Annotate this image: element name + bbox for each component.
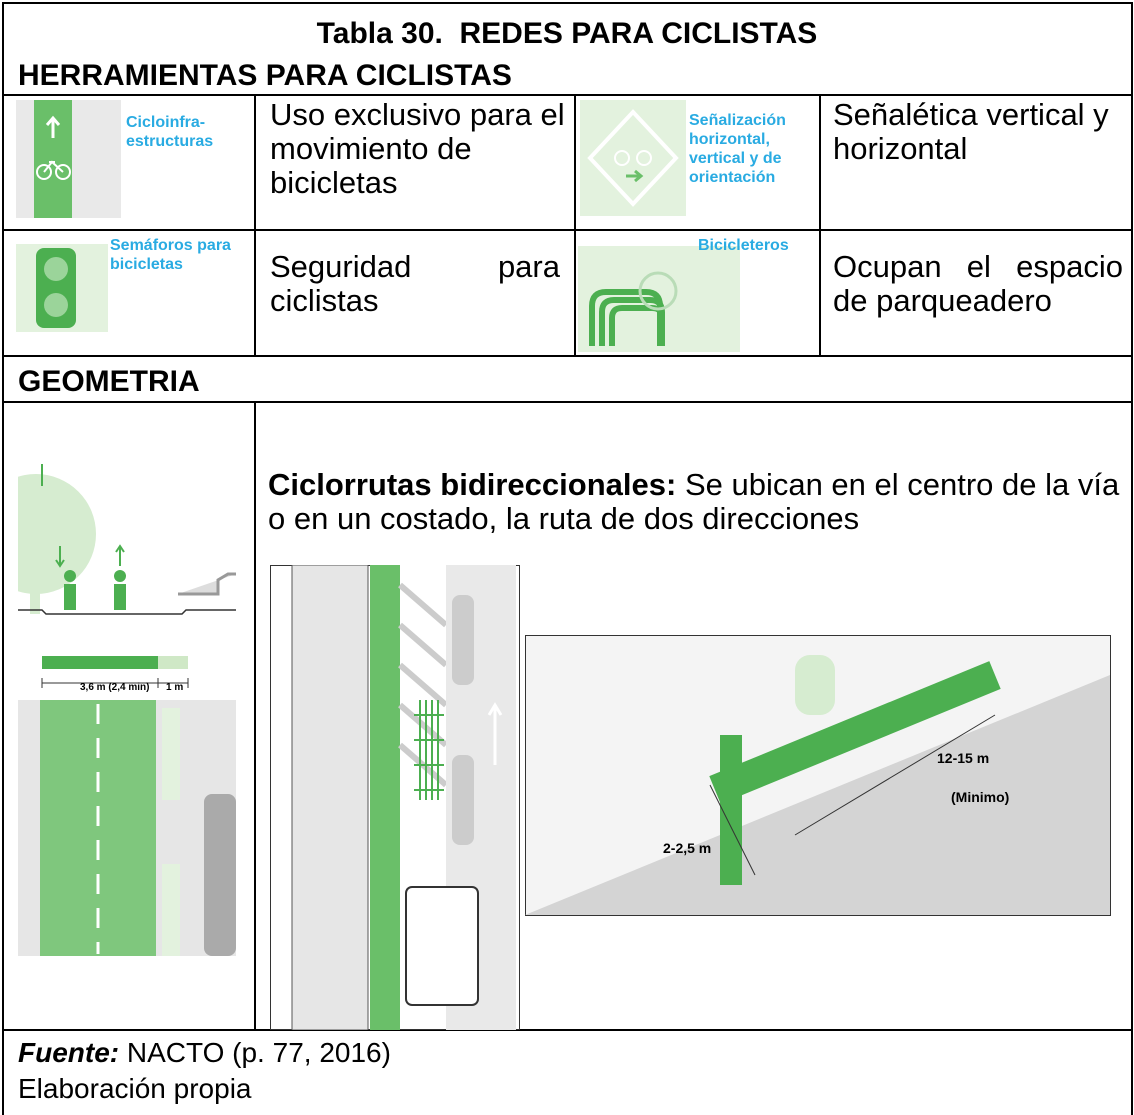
rule bbox=[2, 401, 1133, 403]
dimension-label: 3,6 m (2,4 min) bbox=[80, 682, 149, 693]
icon-label: Señalización horizontal, vertical y de o… bbox=[689, 112, 786, 186]
geometry-description: Se ubican en el centro de la vía o en un… bbox=[268, 467, 1120, 536]
border bbox=[1131, 2, 1133, 1115]
rule bbox=[254, 94, 256, 357]
rule bbox=[2, 355, 1133, 357]
cell-text: Señalética vertical y horizontal bbox=[833, 97, 1109, 166]
note: Elaboración propia bbox=[18, 1073, 252, 1104]
section-title: GEOMETRIA bbox=[18, 365, 200, 398]
icon-label: Semáforos para bicicletas bbox=[110, 237, 231, 273]
perspective-illustration: 12-15 m (Minimo) 2-2,5 m bbox=[525, 635, 1111, 916]
cell-text: Ocupan el espacio de parqueadero bbox=[833, 249, 1123, 318]
icon-bicicleteros bbox=[578, 246, 740, 352]
geometry-heading: Ciclorrutas bidireccionales: bbox=[268, 467, 677, 502]
icon-label: Bicicleteros bbox=[698, 237, 789, 254]
source: Fuente: NACTO (p. 77, 2016) bbox=[18, 1037, 391, 1069]
dimension-label: 12-15 m bbox=[937, 750, 989, 766]
border bbox=[2, 2, 4, 1115]
icon-cicloinfra bbox=[16, 100, 121, 218]
title: Tabla 30. REDES PARA CICLISTAS bbox=[316, 17, 818, 50]
cell-text: Seguridad para ciclistas bbox=[270, 249, 560, 318]
icon-label: Cicloinfra-estructuras bbox=[126, 114, 214, 150]
dimension-label: 1 m bbox=[166, 682, 183, 693]
rule bbox=[819, 94, 821, 357]
icon-semaforo bbox=[16, 244, 108, 332]
source-label: Fuente: bbox=[18, 1037, 120, 1068]
dimension-label: 2-2,5 m bbox=[663, 840, 711, 856]
icon-senalizacion bbox=[580, 100, 686, 216]
section-title: HERRAMIENTAS PARA CICLISTAS bbox=[18, 59, 512, 92]
rule bbox=[574, 94, 576, 357]
rule bbox=[254, 401, 256, 1031]
source-text: NACTO (p. 77, 2016) bbox=[126, 1037, 391, 1068]
geometry-text: Ciclorrutas bidireccionales: Se ubican e… bbox=[268, 468, 1130, 536]
cell-text: Uso exclusivo para el movimiento de bici… bbox=[270, 97, 565, 200]
rule bbox=[2, 94, 1133, 96]
section-illustration: 3,6 m (2,4 min) 1 m bbox=[18, 464, 236, 956]
rule bbox=[2, 229, 1133, 231]
rule bbox=[2, 1029, 1133, 1031]
border bbox=[2, 2, 1133, 4]
plan-illustration bbox=[270, 565, 520, 1030]
dimension-label: (Minimo) bbox=[951, 789, 1009, 805]
